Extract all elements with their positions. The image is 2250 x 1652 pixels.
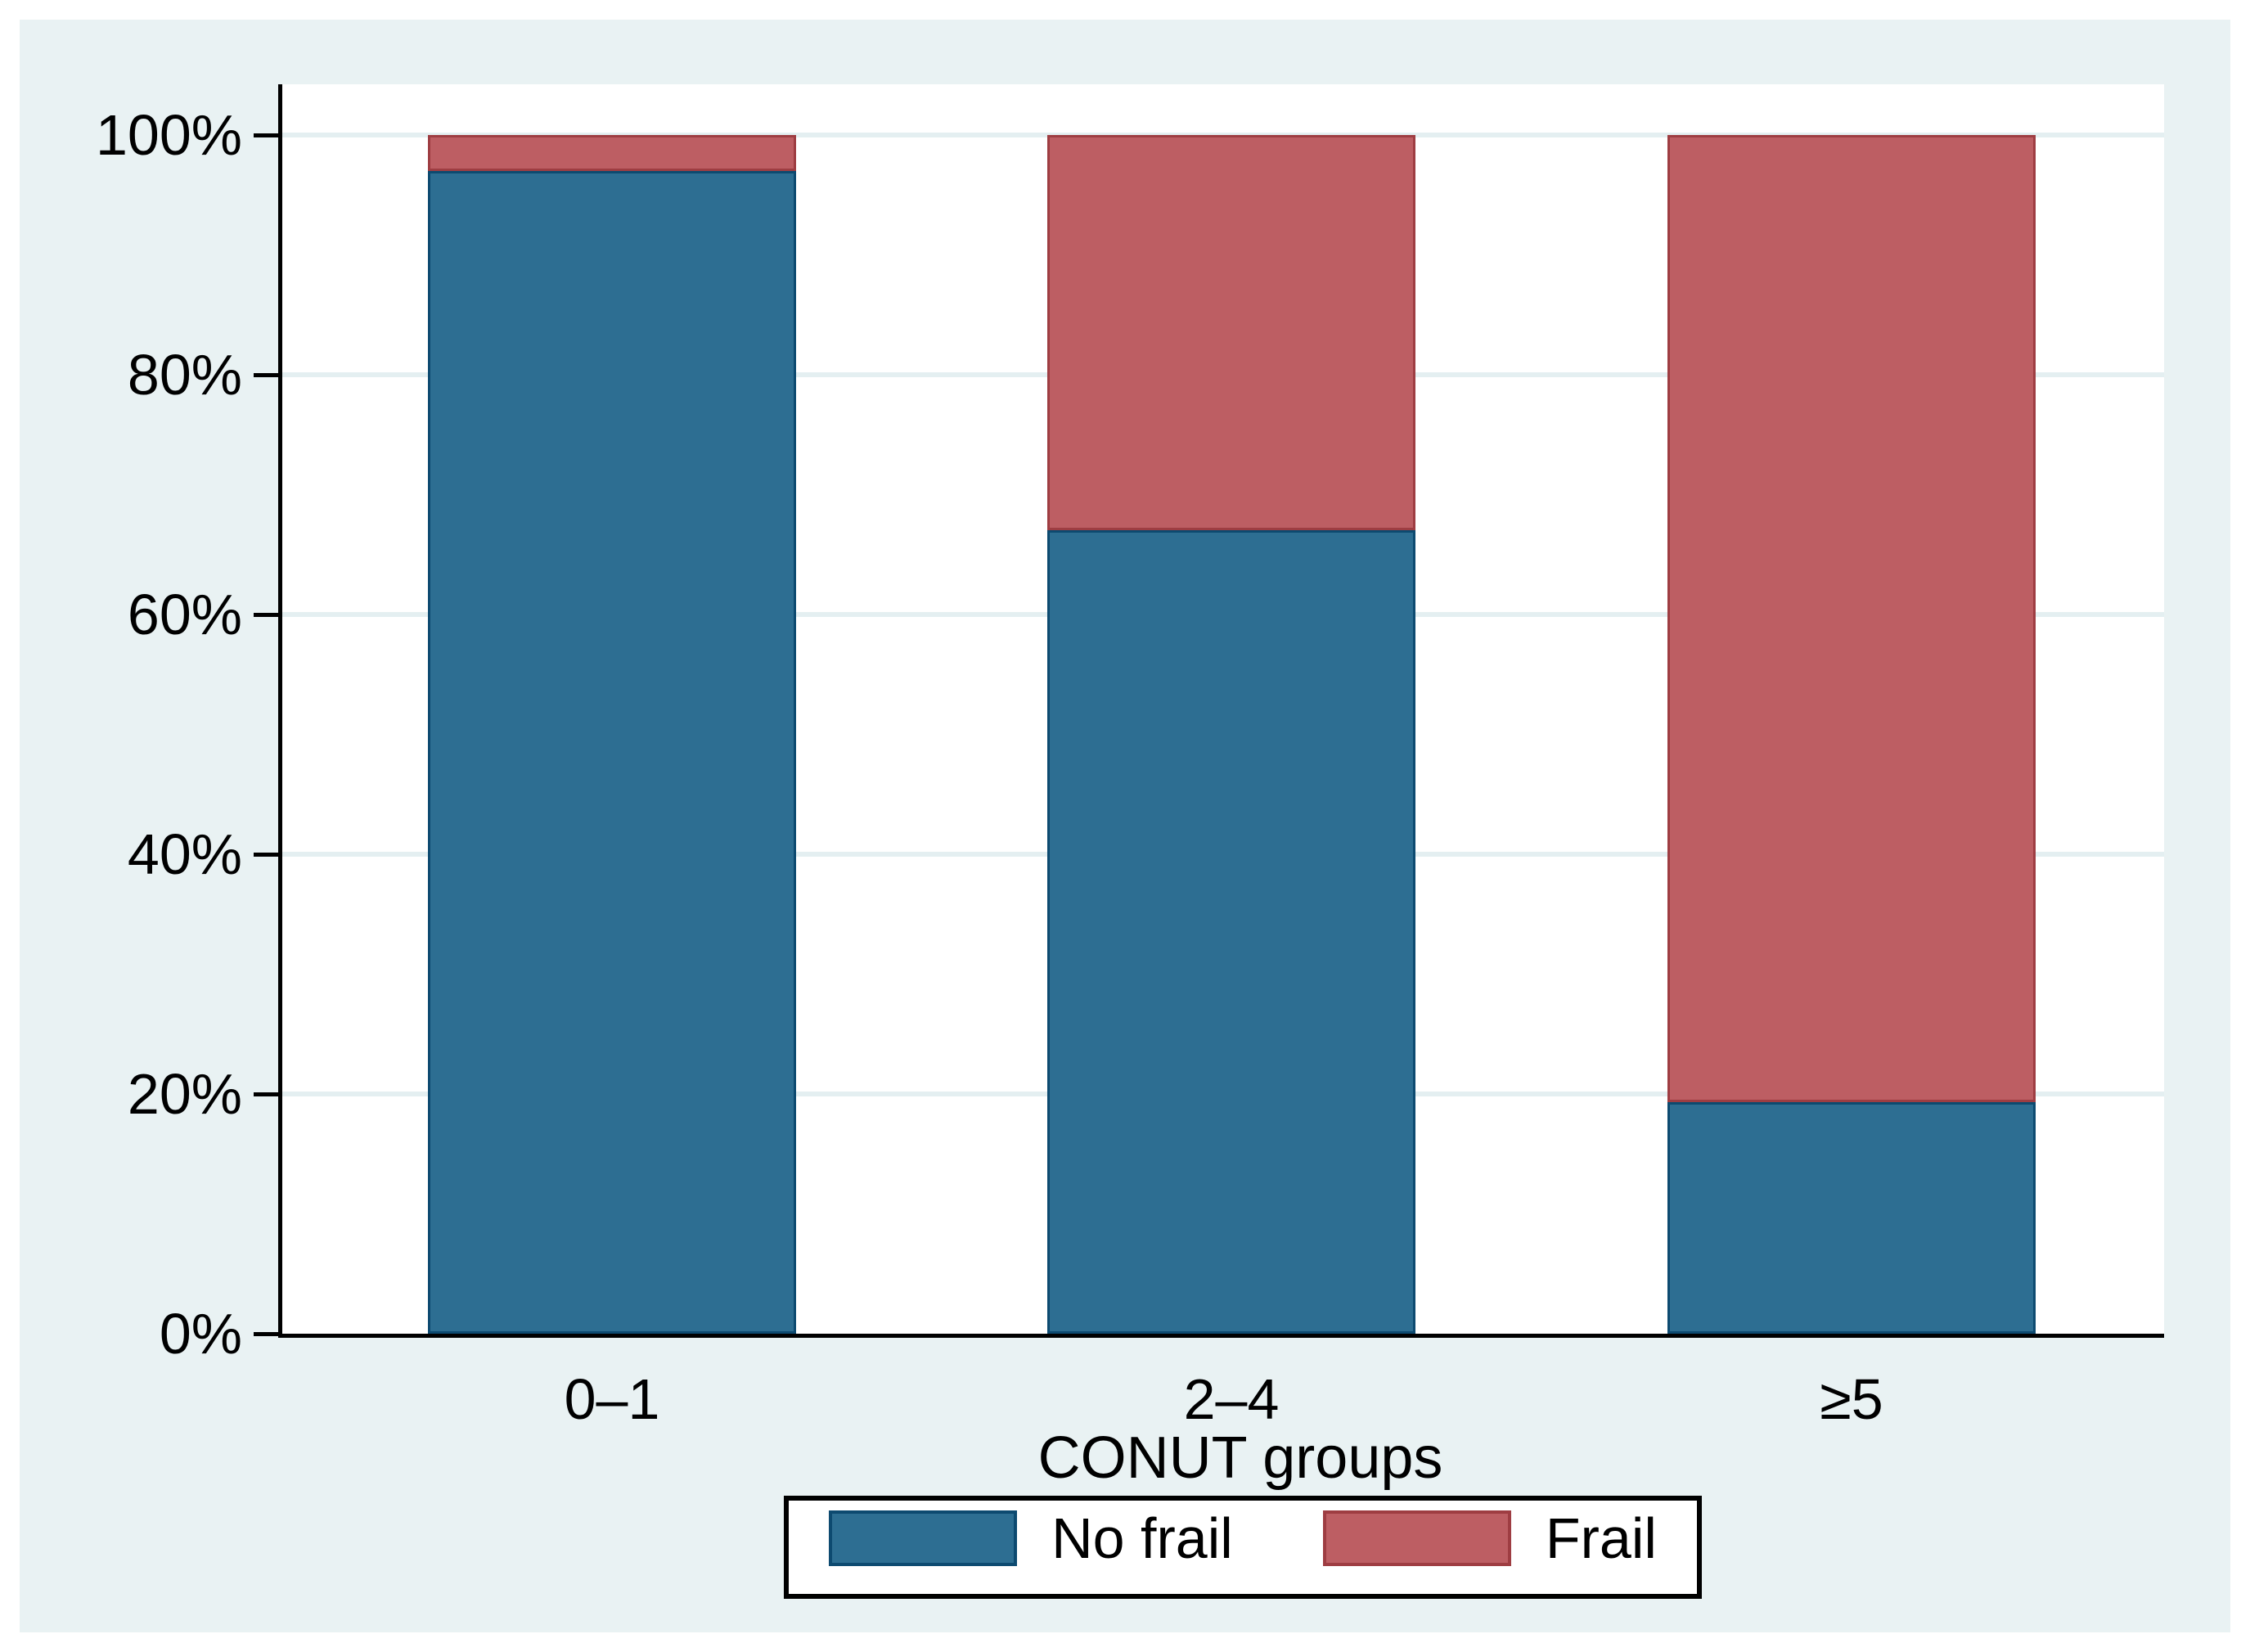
x-category-label-3: ≥5: [1820, 1367, 1883, 1431]
legend-swatch-frail: [1322, 1510, 1511, 1566]
y-tick-label-100: 100%: [95, 103, 242, 167]
figure-background: 0% 20% 40% 60% 80% 100% 0–1 2–4 ≥5 CONUT groups…: [20, 20, 2230, 1632]
legend-swatch-no-frail: [829, 1510, 1018, 1566]
x-category-label-2: 2–4: [1183, 1367, 1280, 1431]
bar-2-segment-frail: [1047, 135, 1415, 531]
y-tick-80: [254, 372, 278, 377]
plot-inner: [282, 84, 2164, 1334]
y-tick-label-40: 40%: [127, 822, 242, 886]
legend-entry-frail: Frail: [1322, 1506, 1657, 1570]
y-tick-label-80: 80%: [127, 343, 242, 407]
legend-label-frail: Frail: [1545, 1506, 1657, 1570]
legend-entry-no-frail: No frail: [829, 1506, 1233, 1570]
legend-label-no-frail: No frail: [1051, 1506, 1233, 1570]
bar-2-segment-no-frail: [1047, 530, 1415, 1334]
gridline-100: [282, 133, 2164, 137]
x-category-label-1: 0–1: [564, 1367, 660, 1431]
bar-3-segment-no-frail: [1667, 1102, 2036, 1334]
y-tick-label-0: 0%: [159, 1302, 242, 1366]
y-tick-20: [254, 1092, 278, 1096]
bar-1-segment-frail: [428, 135, 796, 171]
y-tick-0: [254, 1331, 278, 1336]
y-tick-label-20: 20%: [127, 1062, 242, 1126]
y-tick-60: [254, 612, 278, 617]
bar-1-segment-no-frail: [428, 170, 796, 1334]
x-axis-title: CONUT groups: [1037, 1425, 1443, 1491]
legend: No frail Frail: [784, 1496, 1702, 1599]
bar-3-segment-frail: [1667, 135, 2036, 1103]
y-tick-label-60: 60%: [127, 583, 242, 646]
y-tick-100: [254, 133, 278, 137]
plot-area: [278, 84, 2164, 1338]
y-tick-40: [254, 852, 278, 857]
